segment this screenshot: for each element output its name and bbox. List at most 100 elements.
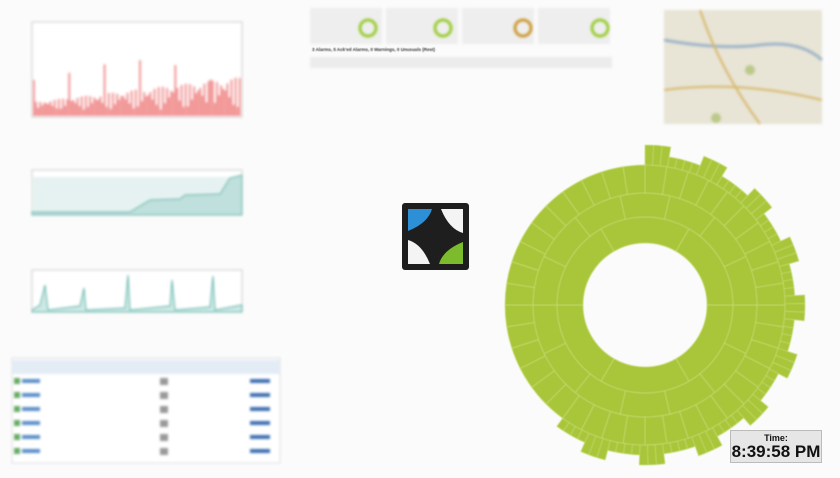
sunburst	[504, 144, 806, 466]
bar-shape	[112, 92, 114, 116]
bar-shape	[209, 79, 212, 116]
bar-shape	[238, 78, 241, 116]
bar-shape	[49, 101, 52, 116]
sunburst-outer-segment	[784, 294, 806, 305]
bar-shape	[33, 80, 35, 116]
sunburst-outer-segment	[644, 144, 654, 166]
bar-shape	[224, 90, 227, 116]
bar-shape	[103, 64, 106, 116]
bar-shape	[130, 90, 133, 116]
bar-shape	[236, 106, 239, 116]
bar-shape	[70, 100, 73, 116]
sunburst-outer-segment	[647, 444, 657, 466]
bar-shape	[157, 87, 160, 116]
row-text	[22, 379, 40, 383]
sensor-table	[14, 378, 270, 455]
bar-shape	[76, 97, 79, 116]
sunburst-outer-segment	[662, 442, 673, 455]
bar-shape	[85, 95, 87, 116]
row-cell	[160, 434, 168, 441]
bar-shape	[161, 86, 164, 116]
bar-shape	[45, 103, 48, 116]
bar-shape	[153, 88, 156, 116]
bar-shape	[151, 99, 154, 116]
row-text	[22, 421, 40, 425]
alarm-summary: 3 Alarms, 5 Ack'ed Alarms, 0 Warnings, 0…	[312, 47, 435, 52]
bar-shape	[186, 106, 189, 116]
bar-shape	[222, 88, 225, 116]
row-text	[22, 407, 40, 411]
bar-shape	[168, 97, 170, 116]
clock: Time: 8:39:58 PM	[730, 430, 822, 463]
bar-shape	[178, 100, 181, 116]
bar-shape	[57, 99, 60, 116]
bar-shape	[228, 97, 231, 116]
sunburst-segment	[619, 192, 671, 220]
bar-shape	[128, 103, 131, 116]
bar-shape	[145, 96, 148, 116]
row-icon	[14, 434, 20, 440]
chart-panels	[11, 21, 281, 464]
bar-shape	[114, 104, 116, 116]
bar-shape	[64, 105, 66, 116]
row-cell	[160, 406, 168, 413]
row-stars	[250, 393, 270, 397]
bar-shape	[93, 97, 96, 116]
bar-shape	[99, 96, 102, 116]
row-icon	[14, 378, 20, 384]
map	[663, 9, 824, 125]
bar-shape	[203, 83, 206, 116]
row-cell	[160, 392, 168, 399]
logo	[402, 203, 469, 270]
row-icon	[14, 448, 20, 454]
bar-shape	[91, 103, 94, 116]
bar-shape	[139, 60, 141, 116]
sunburst-outer-segment	[631, 444, 641, 456]
row-cell	[160, 378, 168, 385]
bar-shape	[159, 109, 162, 116]
bar-shape	[170, 90, 173, 116]
bar-shape	[122, 95, 125, 116]
row-stars	[250, 421, 270, 425]
row-text	[22, 393, 40, 397]
bar-shape	[134, 89, 137, 116]
bar-shape	[141, 101, 143, 116]
bar-shape	[105, 106, 108, 116]
bar-shape	[234, 77, 237, 116]
bar-shape	[211, 80, 214, 116]
sunburst-outer-segment	[556, 417, 570, 432]
bar-shape	[205, 102, 208, 116]
bar-shape	[230, 79, 233, 116]
bar-shape	[82, 109, 85, 116]
sunburst-outer-segment	[784, 303, 806, 313]
bar-shape	[193, 86, 195, 116]
bar-shape	[195, 93, 198, 116]
row-stars	[250, 379, 270, 383]
row-text	[22, 449, 40, 453]
bar-shape	[116, 93, 118, 116]
bar-shape	[35, 101, 37, 116]
bar-shape	[126, 92, 129, 116]
row-stars	[250, 407, 270, 411]
bar-shape	[62, 98, 64, 116]
bar-shape	[174, 65, 177, 116]
row-icon	[14, 406, 20, 412]
bar-shape	[95, 99, 98, 116]
bar-shape	[72, 100, 75, 116]
bar-shape	[201, 95, 204, 116]
row-stars	[250, 449, 270, 453]
bar-shape	[132, 108, 135, 116]
bar-shape	[87, 106, 89, 116]
bar-shape	[47, 103, 50, 116]
bar-shape	[189, 84, 191, 116]
bar-shape	[220, 85, 222, 116]
bar-shape	[78, 106, 81, 116]
bar-shape	[109, 108, 112, 116]
bar-shape	[74, 103, 77, 116]
bar-shape	[60, 108, 62, 116]
clock-label: Time:	[764, 433, 788, 443]
bar-shape	[55, 108, 58, 116]
bar-shape	[37, 107, 39, 116]
